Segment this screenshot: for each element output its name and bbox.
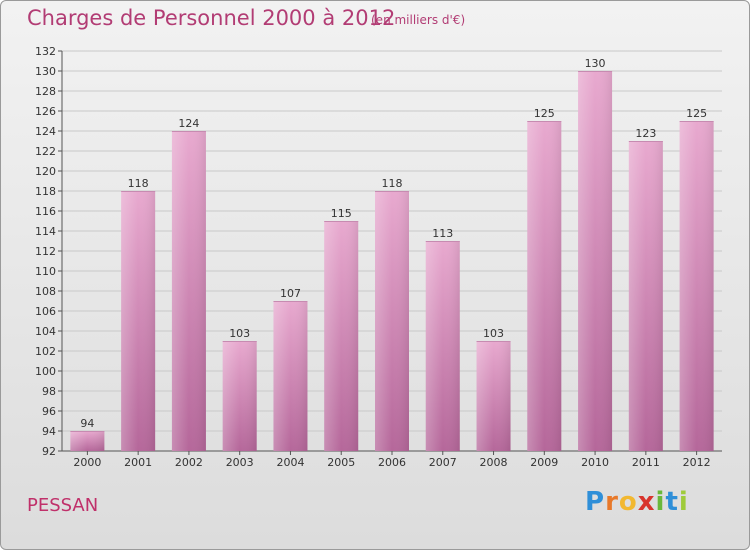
logo-letter: x [637, 487, 656, 517]
bar-shade [527, 121, 562, 451]
bar-shade [70, 431, 105, 451]
logo-letter: i [678, 487, 689, 517]
y-tick-label: 122 [35, 145, 56, 158]
y-tick-label: 128 [35, 85, 56, 98]
bar-shade [121, 191, 156, 451]
y-tick-label: 96 [42, 405, 56, 418]
x-tick-label: 2005 [327, 456, 355, 469]
x-tick-label: 2008 [480, 456, 508, 469]
y-tick-label: 102 [35, 345, 56, 358]
data-label: 125 [534, 107, 555, 120]
y-tick-label: 98 [42, 385, 56, 398]
data-label: 123 [635, 127, 656, 140]
data-label: 118 [128, 177, 149, 190]
bar-shade [679, 121, 714, 451]
logo-letter: t [665, 487, 679, 517]
y-tick-label: 112 [35, 245, 56, 258]
data-label: 125 [686, 107, 707, 120]
x-tick-label: 2003 [226, 456, 254, 469]
y-tick-label: 92 [42, 445, 56, 458]
bar-shade [171, 131, 206, 451]
bar-shade [578, 71, 613, 451]
x-tick-label: 2004 [276, 456, 304, 469]
x-tick-label: 2009 [530, 456, 558, 469]
town-name: PESSAN [27, 495, 99, 516]
y-tick-label: 94 [42, 425, 56, 438]
data-label: 103 [483, 327, 504, 340]
data-label: 130 [585, 57, 606, 70]
bar-shade [476, 341, 511, 451]
y-tick-label: 126 [35, 105, 56, 118]
y-tick-label: 116 [35, 205, 56, 218]
data-label: 103 [229, 327, 250, 340]
x-tick-label: 2011 [632, 456, 660, 469]
logo-letter: P [585, 487, 606, 517]
data-label: 115 [331, 207, 352, 220]
y-tick-label: 118 [35, 185, 56, 198]
data-label: 124 [178, 117, 199, 130]
chart-title: Charges de Personnel 2000 à 2012 [27, 6, 396, 30]
x-tick-label: 2002 [175, 456, 203, 469]
bar-shade [425, 241, 460, 451]
proxiti-logo: Proxiti [585, 487, 689, 517]
x-tick-label: 2010 [581, 456, 609, 469]
logo-letter: o [618, 487, 638, 517]
logo-letter: r [605, 487, 619, 517]
x-tick-label: 2000 [73, 456, 101, 469]
y-tick-label: 130 [35, 65, 56, 78]
bar-shade [375, 191, 409, 451]
y-tick-label: 110 [35, 265, 56, 278]
bar-shade [222, 341, 257, 451]
y-tick-label: 100 [35, 365, 56, 378]
data-label: 118 [382, 177, 403, 190]
y-tick-label: 120 [35, 165, 56, 178]
y-tick-label: 108 [35, 285, 56, 298]
data-label: 94 [80, 417, 94, 430]
y-tick-label: 106 [35, 305, 56, 318]
data-label: 107 [280, 287, 301, 300]
data-label: 113 [432, 227, 453, 240]
bar-shade [273, 301, 308, 451]
y-tick-label: 132 [35, 45, 56, 58]
x-tick-label: 2001 [124, 456, 152, 469]
bar-shade [324, 221, 359, 451]
x-tick-label: 2006 [378, 456, 406, 469]
chart-subtitle: (en milliers d'€) [371, 13, 466, 27]
x-tick-label: 2007 [429, 456, 457, 469]
y-tick-label: 124 [35, 125, 56, 138]
logo-letter: i [655, 487, 666, 517]
y-tick-label: 104 [35, 325, 56, 338]
x-tick-label: 2012 [683, 456, 711, 469]
y-tick-label: 114 [35, 225, 56, 238]
bar-shade [628, 141, 663, 451]
